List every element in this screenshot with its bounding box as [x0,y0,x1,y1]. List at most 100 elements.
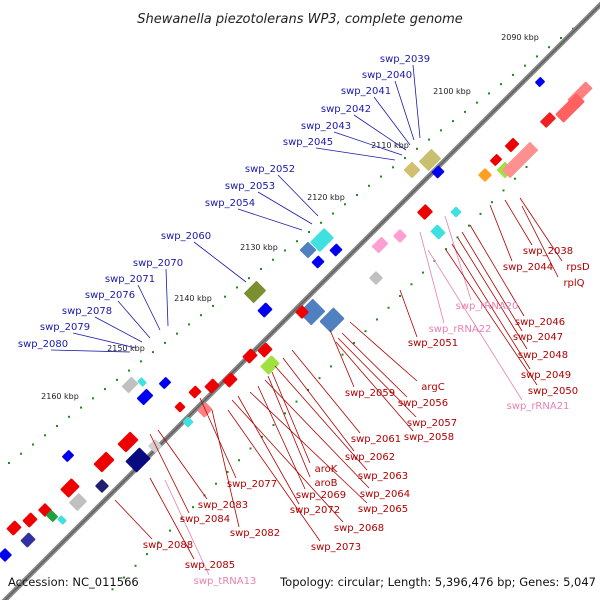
gene-feature [60,478,80,498]
ruler-tick [200,314,202,317]
leader-line [335,341,414,432]
gene-feature [369,271,383,285]
gene-feature [419,149,441,171]
gene-label-forward: swp_2060 [161,231,211,242]
gene-label-forward: swp_2041 [341,86,391,97]
ruler-tick [500,83,502,86]
inner-tick [525,165,528,168]
inner-tick [261,435,263,438]
ruler-tick [428,138,430,141]
leader-line [315,147,396,161]
gene-feature [46,510,58,522]
leader-line [399,289,418,338]
leader-line [237,208,303,231]
gene-feature [329,243,343,257]
gene-feature [188,385,202,399]
gene-label-reverse: rplQ [563,278,584,289]
ruler-tick [296,240,298,243]
inner-tick [134,564,137,567]
ruler-tick [404,157,406,160]
leader-line [164,479,210,576]
gene-label-reverse: aroB [315,478,338,489]
gene-label-reverse: swp_2082 [230,528,280,539]
leader-line [291,349,361,434]
gene-label-forward: swp_2052 [245,164,295,175]
ruler-tick [44,434,46,437]
leader-line [277,174,319,217]
inner-tick [284,412,286,415]
gene-label-reverse: swp_2065 [358,504,408,515]
inner-tick [111,588,114,591]
gene-label-reverse: swp_2050 [528,386,578,397]
summary-text: Topology: circular; Length: 5,396,476 bp… [279,575,596,589]
gene-label-reverse: swp_2059 [345,388,395,399]
leader-line [373,96,411,146]
gene-feature [95,479,109,493]
inner-tick [502,189,505,192]
leader-line [457,237,528,350]
gene-feature [69,493,87,511]
ruler-tick [68,415,70,418]
leader-line [165,268,169,327]
ruler-tick [560,36,562,39]
leader-line [211,409,240,528]
rna-label: swp_rRNA21 [507,401,570,412]
gene-feature [159,377,171,389]
gene-feature [93,451,115,473]
kbp-label: 2110 kbp [371,141,409,150]
gene-label-forward: swp_2078 [62,306,112,317]
inner-tick [445,248,447,251]
ruler-tick [536,55,538,58]
leader-line [349,321,418,382]
gene-feature [137,377,147,387]
inner-tick [364,330,367,333]
ruler-tick [332,212,334,215]
gene-labels: swp_2039 swp_2040 swp_2041 swp_2042 swp_2043… [18,54,590,587]
gene-feature [121,376,139,394]
ruler-tick [104,388,106,391]
gene-label-reverse: aroK [315,464,338,475]
inner-tick [479,212,482,215]
ruler-tick [392,166,394,169]
ruler-tick [356,194,358,197]
leader-line [333,131,403,156]
ruler-tick [92,397,94,400]
gene-feature [430,224,446,240]
gene-label-reverse: swp_2063 [358,471,408,482]
gene-label-reverse: rpsD [566,262,590,273]
map-title: Shewanella piezotolerans WP3, complete g… [137,12,463,27]
ruler-tick [140,360,142,363]
gene-feature [117,431,139,453]
inner-tick [353,341,355,344]
gene-label-reverse: swp_2088 [143,540,193,551]
gene-feature [6,520,22,536]
gene-feature [431,165,445,179]
ruler-labels: 2090 kbp 2100 kbp 2110 kbp 2120 kbp 2130 kbp… [41,33,539,401]
leader-line [257,191,313,225]
ruler-tick [152,351,154,354]
gene-label-reverse: swp_2077 [227,479,277,490]
gene-feature [319,307,345,333]
gene-feature [311,255,325,269]
leader-line [412,64,421,139]
leader-line [337,337,417,418]
gene-feature [20,532,36,548]
gene-label-forward: swp_2043 [301,121,351,132]
inner-tick [341,353,344,356]
leader-line [469,224,525,317]
leader-line [264,379,370,489]
kbp-label: 2140 kbp [174,294,212,303]
gene-label-reverse: swp_2072 [290,505,340,516]
gene-feature [257,342,273,358]
kbp-label: 2120 kbp [307,193,345,202]
leader-line [149,433,190,514]
gene-feature [182,416,194,428]
gene-feature [295,305,309,319]
inner-tick [307,388,309,391]
ruler-tick [284,249,286,252]
rna-label: swp_rRNA22 [429,324,492,335]
ruler-tick [128,369,130,372]
gene-label-reverse: swp_2064 [360,489,410,500]
inner-tick [295,400,298,403]
leader-line [72,332,137,349]
